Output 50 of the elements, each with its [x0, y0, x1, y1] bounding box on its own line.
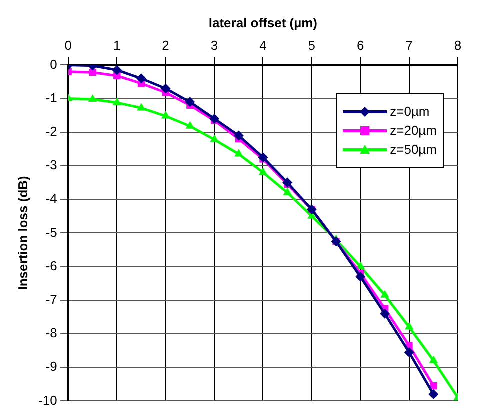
- y-tick-label: -6: [46, 258, 58, 274]
- y-tick-label: -3: [46, 158, 58, 173]
- x-tick-label: 1: [113, 38, 121, 53]
- point: [429, 356, 438, 364]
- point: [112, 65, 122, 76]
- point: [258, 168, 268, 176]
- point: [136, 74, 146, 84]
- point: [112, 98, 122, 106]
- point: [234, 130, 244, 141]
- y-tick-label: -2: [46, 124, 58, 139]
- point: [282, 178, 293, 188]
- x-tick-label: 4: [260, 38, 267, 53]
- x-tick-label: 8: [454, 38, 462, 53]
- point: [210, 134, 219, 142]
- x-tick-label: 5: [308, 38, 316, 53]
- y-tick-label: -8: [46, 326, 58, 341]
- point: [234, 149, 244, 157]
- legend-label: z=20µm: [390, 123, 437, 138]
- point: [356, 272, 366, 282]
- y-tick-label: -10: [38, 392, 58, 408]
- legend-label: z=0µm: [390, 104, 430, 119]
- point: [404, 347, 414, 358]
- y-tick-label: 0: [50, 56, 58, 72]
- point: [428, 389, 439, 400]
- point: [88, 94, 98, 102]
- x-tick-label: 0: [64, 38, 72, 53]
- point: [89, 69, 96, 76]
- y-tick-label: -7: [46, 292, 58, 307]
- point: [160, 84, 171, 94]
- point: [380, 290, 390, 298]
- x-tick-label: 6: [356, 38, 364, 53]
- legend-label: z=50µm: [390, 142, 437, 157]
- point: [137, 103, 146, 111]
- point: [404, 322, 414, 330]
- y-axis-title: Insertion loss (dB): [15, 176, 30, 290]
- x-tick-label: 7: [406, 38, 413, 53]
- y-tick-label: -4: [46, 191, 58, 206]
- point: [209, 114, 220, 124]
- point: [283, 188, 292, 196]
- point: [430, 382, 438, 390]
- point: [186, 121, 194, 129]
- y-tick-label: -1: [46, 90, 58, 106]
- y-tick-label: -9: [46, 359, 58, 374]
- point: [185, 97, 196, 108]
- x-axis-title: lateral offset (µm): [208, 15, 318, 30]
- x-tick-label: 2: [162, 38, 170, 53]
- point: [380, 308, 390, 319]
- x-tick-label: 3: [210, 38, 218, 53]
- point: [258, 152, 268, 163]
- y-tick-label: -5: [46, 224, 58, 240]
